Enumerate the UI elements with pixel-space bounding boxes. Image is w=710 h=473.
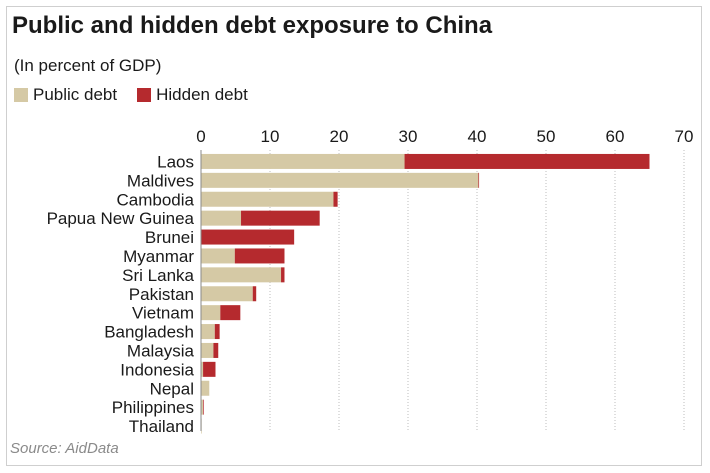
legend-item-public-debt: Public debt [14, 85, 117, 105]
category-label-papua-new-guinea: Papua New Guinea [47, 209, 195, 228]
legend-swatch-public-debt [14, 88, 28, 102]
chart-frame [6, 6, 702, 466]
category-label-philippines: Philippines [112, 398, 194, 417]
bar-hidden-debt-malaysia [213, 342, 219, 358]
bar-public-debt-laos [201, 153, 405, 169]
source-note: Source: AidData [10, 440, 119, 457]
x-tick-label-0: 0 [196, 127, 205, 146]
bar-hidden-debt-maldives [478, 172, 480, 188]
x-tick-label-60: 60 [606, 127, 625, 146]
category-label-bangladesh: Bangladesh [104, 323, 194, 342]
category-label-laos: Laos [157, 152, 194, 171]
legend: Public debt Hidden debt [14, 84, 268, 106]
x-tick-label-20: 20 [330, 127, 349, 146]
bar-public-debt-papua-new-guinea [201, 210, 242, 226]
bar-hidden-debt-vietnam [220, 305, 241, 321]
category-label-cambodia: Cambodia [117, 190, 195, 209]
bar-public-debt-malaysia [201, 342, 214, 358]
bar-public-debt-sri-lanka [201, 267, 282, 283]
category-label-sri-lanka: Sri Lanka [122, 266, 194, 285]
bar-hidden-debt-bangladesh [214, 324, 220, 340]
bar-hidden-debt-laos [404, 153, 650, 169]
category-label-nepal: Nepal [150, 379, 194, 398]
x-tick-label-70: 70 [675, 127, 694, 146]
bar-public-debt-indonesia [201, 361, 204, 377]
category-label-brunei: Brunei [145, 228, 194, 247]
bar-hidden-debt-cambodia [333, 191, 338, 207]
category-label-vietnam: Vietnam [132, 304, 194, 323]
legend-item-hidden-debt: Hidden debt [137, 85, 248, 105]
legend-swatch-hidden-debt [137, 88, 152, 102]
bar-public-debt-vietnam [201, 305, 221, 321]
bar-public-debt-maldives [201, 172, 479, 188]
bar-hidden-debt-papua-new-guinea [241, 210, 320, 226]
bar-hidden-debt-myanmar [234, 248, 285, 264]
bar-public-debt-philippines [201, 399, 204, 415]
chart-subtitle: (In percent of GDP) [14, 56, 162, 75]
x-tick-label-30: 30 [399, 127, 418, 146]
bar-public-debt-cambodia [201, 191, 334, 207]
category-label-pakistan: Pakistan [129, 285, 194, 304]
category-label-myanmar: Myanmar [123, 247, 194, 266]
category-label-indonesia: Indonesia [120, 360, 194, 379]
category-label-thailand: Thailand [129, 417, 194, 436]
bar-hidden-debt-philippines [203, 399, 204, 415]
x-tick-label-10: 10 [261, 127, 280, 146]
bar-public-debt-myanmar [201, 248, 235, 264]
category-label-malaysia: Malaysia [127, 341, 195, 360]
bar-hidden-debt-sri-lanka [281, 267, 285, 283]
legend-label-hidden-debt: Hidden debt [156, 85, 248, 104]
category-label-maldives: Maldives [127, 171, 194, 190]
bar-hidden-debt-brunei [201, 229, 295, 245]
bar-public-debt-nepal [201, 380, 210, 396]
bar-public-debt-pakistan [201, 286, 253, 302]
x-tick-label-50: 50 [537, 127, 556, 146]
bar-hidden-debt-pakistan [252, 286, 257, 302]
chart-title: Public and hidden debt exposure to China [12, 12, 493, 39]
bar-hidden-debt-indonesia [203, 361, 216, 377]
legend-label-public-debt: Public debt [33, 85, 118, 104]
bar-public-debt-bangladesh [201, 324, 215, 340]
x-tick-label-40: 40 [468, 127, 487, 146]
